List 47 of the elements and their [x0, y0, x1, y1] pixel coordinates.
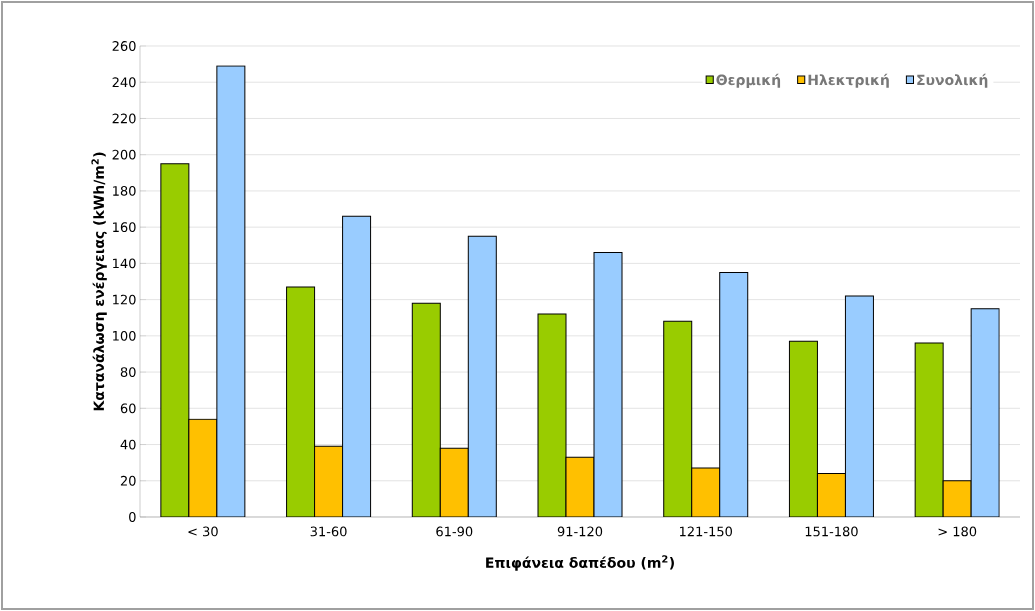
y-tick-label: 80: [120, 367, 136, 377]
y-tick-label: 240: [112, 77, 136, 88]
y-axis-title: Κατανάλωση ενέργειας (kWh/m$^{2}$): [91, 152, 107, 411]
bar: [286, 286, 316, 517]
legend-label: Θερμική: [716, 73, 781, 88]
bar: [314, 445, 344, 517]
bar: [439, 447, 469, 517]
bar: [816, 473, 846, 517]
bar: [537, 313, 567, 517]
y-tick-label: 100: [113, 330, 136, 341]
x-tick-label: 31-60: [310, 526, 347, 537]
bar: [942, 480, 972, 517]
x-tick-label: 61-90: [436, 526, 473, 537]
x-tick-label: 151-180: [805, 526, 858, 537]
bar: [844, 295, 874, 517]
bar: [216, 65, 246, 517]
y-tick-label: 180: [113, 186, 136, 196]
bar: [160, 163, 190, 517]
bar: [663, 320, 693, 517]
bar: [565, 456, 595, 517]
bar: [467, 235, 497, 517]
x-axis-title: Επιφάνεια δαπέδου (m$^{2}$): [486, 555, 674, 571]
legend-label: Ηλεκτρική: [808, 73, 889, 88]
y-tick-label: 60: [120, 403, 136, 414]
x-tick-label: > 180: [938, 526, 977, 537]
y-tick-label: 260: [112, 41, 136, 51]
y-tick-label: 200: [112, 149, 136, 160]
y-tick-label: 20: [120, 475, 136, 486]
bar: [691, 467, 721, 517]
y-tick-label: 220: [112, 113, 136, 124]
y-tick-label: 0: [129, 512, 136, 522]
x-tick-label: < 30: [188, 526, 218, 537]
y-tick-label: 120: [113, 294, 136, 305]
x-tick-label: 121-150: [679, 526, 732, 537]
bar: [411, 302, 441, 517]
y-tick-label: 160: [113, 222, 136, 233]
x-tick-label: 91-120: [557, 526, 603, 537]
bar: [970, 308, 1000, 517]
bar: [342, 215, 372, 517]
y-tick-label: 40: [120, 439, 136, 450]
bar: [788, 340, 818, 517]
bar: [719, 271, 749, 517]
bar: [914, 342, 944, 517]
y-tick-label: 140: [113, 258, 136, 269]
legend-label: Συνολική: [917, 73, 988, 88]
bar: [593, 252, 623, 517]
bar: [188, 418, 218, 517]
